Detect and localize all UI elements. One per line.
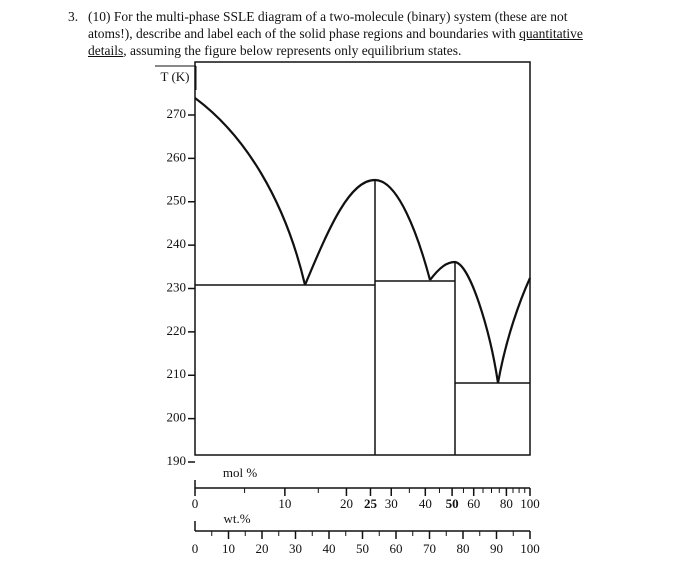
wt-tick-label: 30 [289,541,302,556]
mol-tick-label: 10 [278,496,291,511]
wt-tick-label: 0 [192,541,199,556]
question: 3. (10) For the multi-phase SSLE diagram… [68,8,608,59]
label-box [155,65,197,90]
mol-tick-label: 0 [192,496,199,511]
mol-tick-label: 80 [500,496,513,511]
wt-tick-label: 70 [423,541,436,556]
mol-tick-label: 30 [385,496,398,511]
wt-tick-label: 100 [520,541,540,556]
y-tick-label: 250 [167,193,187,208]
y-tick-label: 260 [167,149,187,164]
y-axis-label: T (K) [160,69,189,84]
liquidus [303,178,432,286]
y-tick-label: 240 [167,236,187,251]
wt-tick-label: 90 [490,541,503,556]
wt-tick-label: 20 [256,541,269,556]
mol-tick-label: 60 [467,496,480,511]
wt-tick-label: 80 [457,541,470,556]
question-points: (10) [88,9,111,24]
wt-tick-label: 60 [390,541,403,556]
mol-tick-label: 100 [520,496,540,511]
mol-axis-label: mol % [223,465,257,480]
wt-tick-label: 10 [222,541,235,556]
y-tick-label: 210 [167,366,187,381]
liquidus [194,97,307,286]
y-tick-label: 200 [167,410,187,425]
y-tick-label: 190 [167,453,187,468]
y-tick-label: 220 [167,323,187,338]
plot-frame [194,61,531,456]
mol-tick-label: 20 [340,496,353,511]
wt-tick-label: 40 [323,541,336,556]
question-underlined: quantitative details [88,26,583,58]
question-text-end: , assuming the figure below represents o… [123,43,462,58]
mol-tick-label: 50 [446,496,459,511]
liquidus [496,277,532,384]
y-tick-label: 230 [167,279,187,294]
mol-tick-label: 40 [419,496,432,511]
question-text: For the multi-phase SSLE diagram of a tw… [88,9,568,41]
wt-tick-label: 50 [356,541,369,556]
question-number: 3. [68,9,79,24]
wt-axis-label: wt.% [223,511,250,526]
y-tick-label: 270 [167,106,187,121]
liquidus [429,260,500,384]
mol-tick-label: 25 [364,496,378,511]
